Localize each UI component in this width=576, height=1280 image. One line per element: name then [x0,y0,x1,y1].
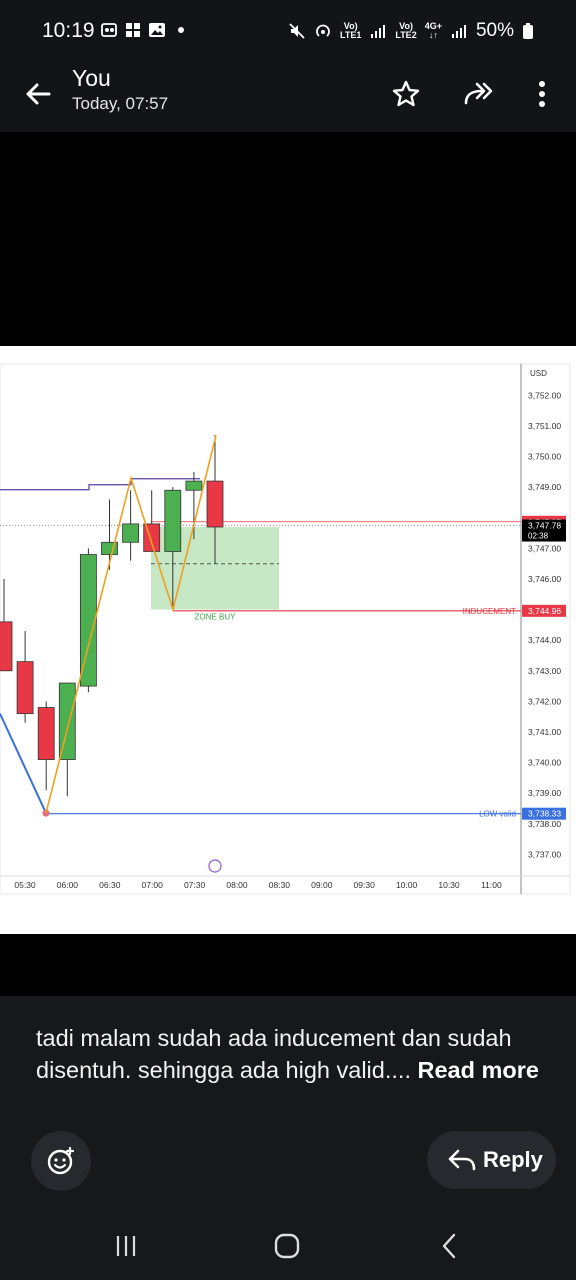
zone-label: ZONE BUY [195,613,237,622]
system-nav-bar [0,1212,576,1280]
level-line-label: INDUCEMENT [463,607,516,616]
x-tick-label: 08:00 [226,880,248,890]
y-tick-label: 3,751.00 [528,421,561,431]
home-button[interactable] [262,1228,312,1264]
chart-image[interactable]: USD 3,752.00 3,751.00 3,750.00 3,749.00 3,747… [0,346,576,934]
y-tick-label: 3,749.00 [528,482,561,492]
gallery-icon [148,21,166,39]
forward-icon [464,82,493,105]
price-tag-label: 3,744.96 [528,606,561,616]
price-tag [522,519,566,542]
star-button[interactable] [386,74,426,114]
caption-area: tadi malam sudah ada inducement dan suda… [0,996,576,1120]
structure-line [45,434,217,814]
x-tick-label: 06:00 [57,880,79,890]
y-tick-label: 3,738.00 [528,819,561,829]
x-tick-label: 07:00 [142,880,164,890]
replay-icon [208,859,222,873]
y-tick-label: 3,750.00 [528,452,561,462]
currency-label: USD [530,369,547,378]
action-bar: Reply [0,1120,576,1212]
message-time: Today, 07:57 [72,94,169,113]
network-lte2-label: Vo) LTE2 [395,21,417,40]
y-tick-label: 3,737.00 [528,849,561,859]
recents-icon [116,1236,136,1256]
trend-line [0,713,47,814]
y-tick-label: 3,742.00 [528,696,561,706]
caption: tadi malam sudah ada inducement dan suda… [36,1022,546,1086]
y-tick-label: 3,747.00 [528,543,561,553]
x-tick-label: 11:00 [481,880,502,890]
candle-body [16,661,34,715]
status-bar: 10:19 Vo) LTE1 Vo) LTE2 4G+ ↓↑ 50% [0,0,576,62]
x-tick-label: 10:30 [438,880,460,890]
network-lte1-label: Vo) LTE1 [340,21,362,40]
candle-body [101,541,118,555]
back-arrow-icon [26,83,51,105]
x-tick-label: 09:00 [311,880,333,890]
candle-body [58,682,76,760]
sender-name: You [72,65,111,91]
caption-text: tadi malam sudah ada inducement dan suda… [36,1025,512,1083]
y-tick-label: 3,740.00 [528,758,561,768]
back-nav-button[interactable] [424,1228,474,1264]
x-tick-label: 08:30 [269,880,291,890]
react-button[interactable] [31,1131,91,1191]
candle-body [206,480,224,528]
more-vert-icon [539,81,545,107]
dot-icon [172,21,190,39]
price-tag [522,604,566,617]
status-time: 10:19 [42,19,95,42]
price-tag-timer: 02:38 [528,532,549,541]
x-tick-label: 06:30 [99,880,121,890]
price-tag-label: 3,747.78 [528,521,561,531]
forward-button[interactable] [459,74,499,114]
y-tick-label: 3,744.00 [528,635,561,645]
candle-body [80,554,97,687]
candle-body [143,523,161,552]
candle-body [164,489,182,552]
app-notification-icon [100,21,118,39]
star-icon [392,80,420,107]
x-tick-label: 07:30 [184,880,206,890]
signal-icon [369,22,387,40]
y-tick-label: 3,739.00 [528,788,561,798]
y-tick-label: 3,741.00 [528,727,561,737]
x-tick-label: 10:00 [396,880,418,890]
back-button[interactable] [18,74,58,114]
price-tag-label: 3,738.33 [528,809,561,819]
home-icon [274,1233,300,1259]
viewer-header: You Today, 07:57 [0,62,576,132]
app-notification-icon-2 [124,21,142,39]
candle-body [122,523,139,543]
reply-button[interactable]: Reply [427,1131,556,1189]
notification-icons [100,21,190,39]
reply-icon [448,1149,476,1171]
more-options-button[interactable] [522,74,562,114]
x-tick-label: 09:30 [354,880,376,890]
x-tick-label: 05:30 [14,880,36,890]
high-level-line [0,478,200,491]
level-line-label: LOW valid [479,810,516,819]
y-tick-label: 3,746.00 [528,574,561,584]
back-chevron-icon [442,1233,456,1259]
add-reaction-icon [47,1146,75,1175]
read-more-link[interactable]: Read more [417,1057,539,1083]
y-tick-label: 3,752.00 [528,390,561,400]
battery-icon [522,22,534,40]
price-tag [522,807,566,820]
candle-body [37,707,55,760]
hotspot-icon [314,22,332,40]
candle-body [0,621,13,672]
battery-percent: 50% [475,20,514,41]
candle-body [185,480,203,491]
reply-label: Reply [483,1147,543,1172]
mute-icon [288,22,306,40]
recents-button[interactable] [101,1228,151,1264]
candlestick-chart: USD 3,752.00 3,751.00 3,750.00 3,749.00 3,747… [0,363,571,895]
y-tick-label: 3,743.00 [528,666,561,676]
signal-icon-2 [450,22,468,40]
network-4g-label: 4G+ ↓↑ [424,21,442,40]
system-status: Vo) LTE1 Vo) LTE2 4G+ ↓↑ 50% [288,20,534,42]
